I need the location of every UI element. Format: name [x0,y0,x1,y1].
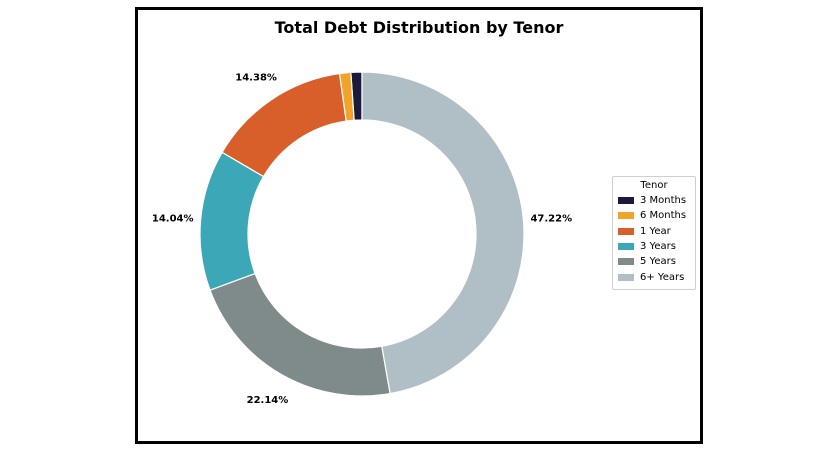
legend-swatch [618,258,634,266]
data-label-6-plus-years: 47.22% [530,213,572,224]
donut-chart: 14.38% 14.04% 22.14% 47.22% [152,71,572,406]
legend-label: 5 Years [640,256,676,268]
data-label-1-year: 14.38% [235,72,277,83]
legend-item-3-months: 3 Months [618,193,690,208]
legend-item-1-year: 1 Year [618,224,690,239]
legend-label: 3 Years [640,241,676,253]
slice-3-years [199,151,265,291]
chart-figure: Total Debt Distribution by Tenor 14.38% 1… [135,7,703,444]
legend-label: 6+ Years [640,271,685,283]
data-label-3-years: 14.04% [152,214,194,225]
legend-swatch [618,212,634,220]
legend-label: 3 Months [640,195,687,207]
legend-swatch [618,227,634,235]
chart-title: Total Debt Distribution by Tenor [274,18,564,37]
legend-title: Tenor [640,180,668,191]
legend-label: 1 Year [640,225,671,237]
legend-item-6-months: 6 Months [618,208,690,223]
legend-label: 6 Months [640,210,687,222]
slice-6-plus-years [361,71,525,395]
legend-swatch [618,273,634,281]
legend-item-6-plus-years: 6+ Years [618,269,690,284]
legend-swatch [618,197,634,205]
legend-item-3-years: 3 Years [618,239,690,254]
slice-1-year [221,72,347,178]
slice-5-years [209,272,391,397]
legend: Tenor 3 Months 6 Months 1 Year 3 Years 5 Yea… [612,176,696,290]
legend-item-5-years: 5 Years [618,254,690,269]
data-label-5-years: 22.14% [247,395,289,406]
legend-swatch [618,243,634,251]
